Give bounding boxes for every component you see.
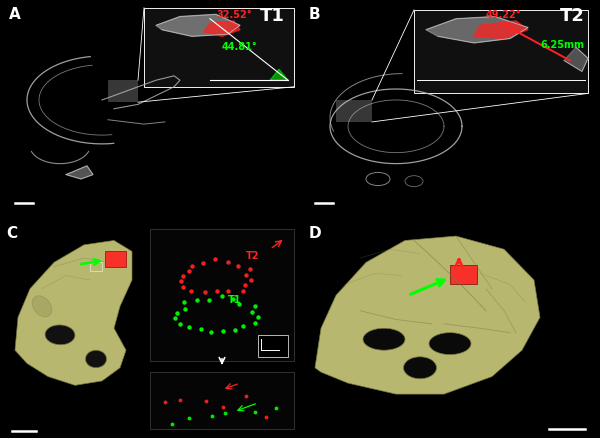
Ellipse shape <box>45 325 75 345</box>
Text: A: A <box>9 7 21 21</box>
Ellipse shape <box>86 350 107 368</box>
Polygon shape <box>564 48 588 72</box>
Polygon shape <box>66 166 93 180</box>
Bar <box>450 265 477 285</box>
Bar <box>90 263 102 272</box>
Polygon shape <box>270 70 288 81</box>
Polygon shape <box>15 241 132 385</box>
Polygon shape <box>204 22 240 37</box>
Text: 6.25mm: 6.25mm <box>540 40 584 50</box>
Polygon shape <box>474 22 528 39</box>
Text: 49.22°: 49.22° <box>486 10 521 20</box>
Polygon shape <box>156 15 240 37</box>
Bar <box>105 252 126 267</box>
Polygon shape <box>426 18 528 44</box>
Text: C: C <box>6 226 17 240</box>
Ellipse shape <box>429 333 471 355</box>
Text: 32.52°: 32.52° <box>216 10 251 20</box>
Ellipse shape <box>404 357 437 379</box>
Bar <box>336 101 372 123</box>
Text: T2: T2 <box>560 7 585 25</box>
Text: T1: T1 <box>260 7 285 25</box>
Text: 44.81°: 44.81° <box>222 42 258 53</box>
Text: T1: T1 <box>228 294 241 304</box>
Text: T2: T2 <box>246 251 260 261</box>
Bar <box>150 230 294 361</box>
Text: B: B <box>309 7 320 21</box>
Bar <box>414 11 588 94</box>
Text: D: D <box>309 226 322 240</box>
Polygon shape <box>315 237 540 394</box>
Ellipse shape <box>32 296 52 317</box>
Bar <box>144 9 294 88</box>
Bar <box>108 81 138 103</box>
Ellipse shape <box>363 328 405 350</box>
Bar <box>150 372 294 429</box>
Bar <box>258 335 288 357</box>
